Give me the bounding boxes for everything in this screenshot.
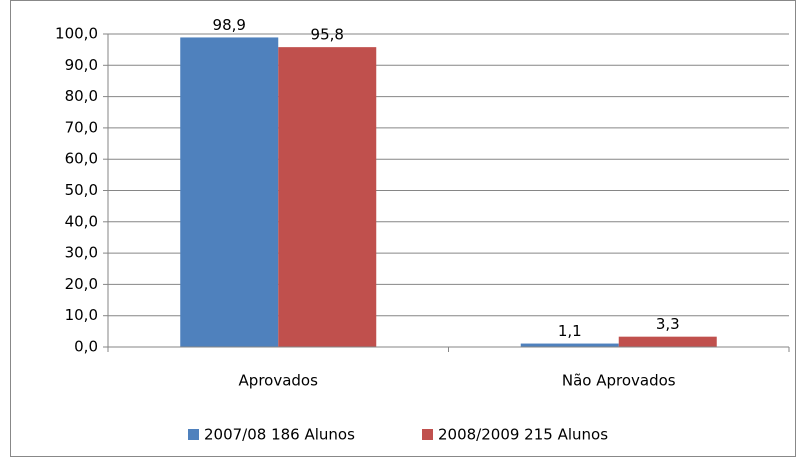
y-tick-label: 40,0 bbox=[65, 212, 98, 230]
value-label: 98,9 bbox=[213, 16, 246, 34]
legend-label: 2007/08 186 Alunos bbox=[204, 426, 355, 444]
legend-swatch bbox=[422, 429, 433, 440]
y-tick-label: 60,0 bbox=[65, 150, 98, 168]
x-tick-label: Aprovados bbox=[239, 372, 319, 390]
y-tick-label: 10,0 bbox=[65, 306, 98, 324]
x-tick-label: Não Aprovados bbox=[562, 372, 676, 390]
value-label: 95,8 bbox=[311, 26, 344, 44]
y-tick-label: 50,0 bbox=[65, 181, 98, 199]
y-tick-label: 70,0 bbox=[65, 118, 98, 136]
legend-swatch bbox=[188, 429, 199, 440]
y-tick-label: 80,0 bbox=[65, 87, 98, 105]
bar bbox=[278, 47, 377, 348]
y-tick-label: 90,0 bbox=[65, 56, 98, 74]
bar bbox=[618, 336, 717, 347]
value-label: 3,3 bbox=[656, 315, 680, 333]
y-tick-label: 100,0 bbox=[55, 25, 98, 43]
value-label: 1,1 bbox=[558, 322, 582, 340]
y-tick-label: 20,0 bbox=[65, 275, 98, 293]
chart-frame bbox=[10, 0, 796, 457]
legend-label: 2008/2009 215 Alunos bbox=[438, 426, 608, 444]
bar bbox=[180, 37, 279, 348]
y-tick-label: 30,0 bbox=[65, 244, 98, 262]
bar bbox=[520, 343, 619, 347]
y-tick-label: 0,0 bbox=[74, 338, 98, 356]
